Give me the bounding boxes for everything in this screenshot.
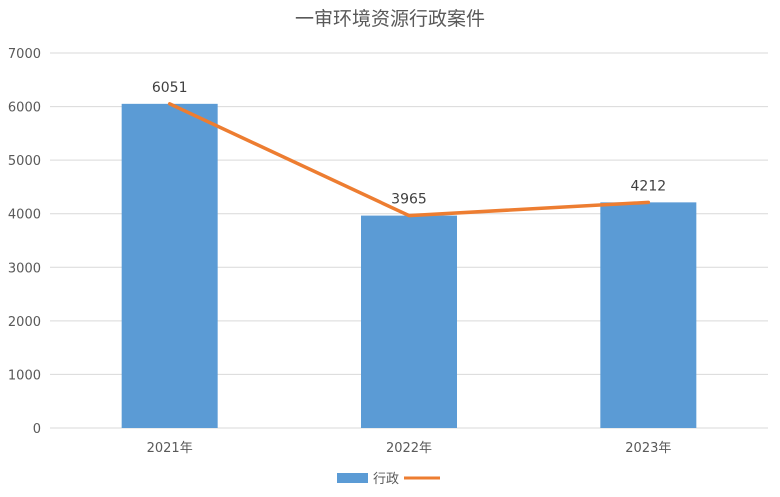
x-tick-label: 2022年	[386, 441, 432, 456]
y-tick-label: 5000	[8, 154, 41, 169]
bar-series	[121, 103, 697, 428]
y-tick-label: 7000	[8, 47, 41, 62]
y-tick-label: 3000	[8, 261, 41, 276]
legend-bar-label: 行政	[373, 472, 399, 487]
x-tick-label: 2023年	[625, 441, 671, 456]
y-tick-label: 4000	[8, 208, 41, 223]
bar	[600, 202, 697, 428]
data-label: 6051	[152, 80, 188, 96]
y-tick-label: 6000	[8, 101, 41, 116]
x-axis-ticks: 2021年 2022年 2023年	[147, 441, 672, 456]
y-tick-label: 2000	[8, 315, 41, 330]
chart-title: 一审环境资源行政案件	[295, 8, 485, 30]
data-labels: 6051 3965 4212	[152, 80, 666, 208]
y-tick-label: 0	[33, 422, 41, 437]
legend: 行政	[337, 472, 440, 487]
y-axis-ticks: 0 1000 2000 3000 4000 5000 6000 7000	[8, 47, 41, 437]
bar	[121, 103, 218, 428]
x-tick-label: 2021年	[147, 441, 193, 456]
line-series	[167, 102, 651, 218]
data-label: 3965	[391, 192, 427, 208]
bar	[361, 215, 457, 428]
data-label: 4212	[631, 178, 667, 194]
legend-bar-swatch	[337, 473, 368, 483]
y-tick-label: 1000	[8, 368, 41, 383]
series-line	[167, 102, 651, 218]
